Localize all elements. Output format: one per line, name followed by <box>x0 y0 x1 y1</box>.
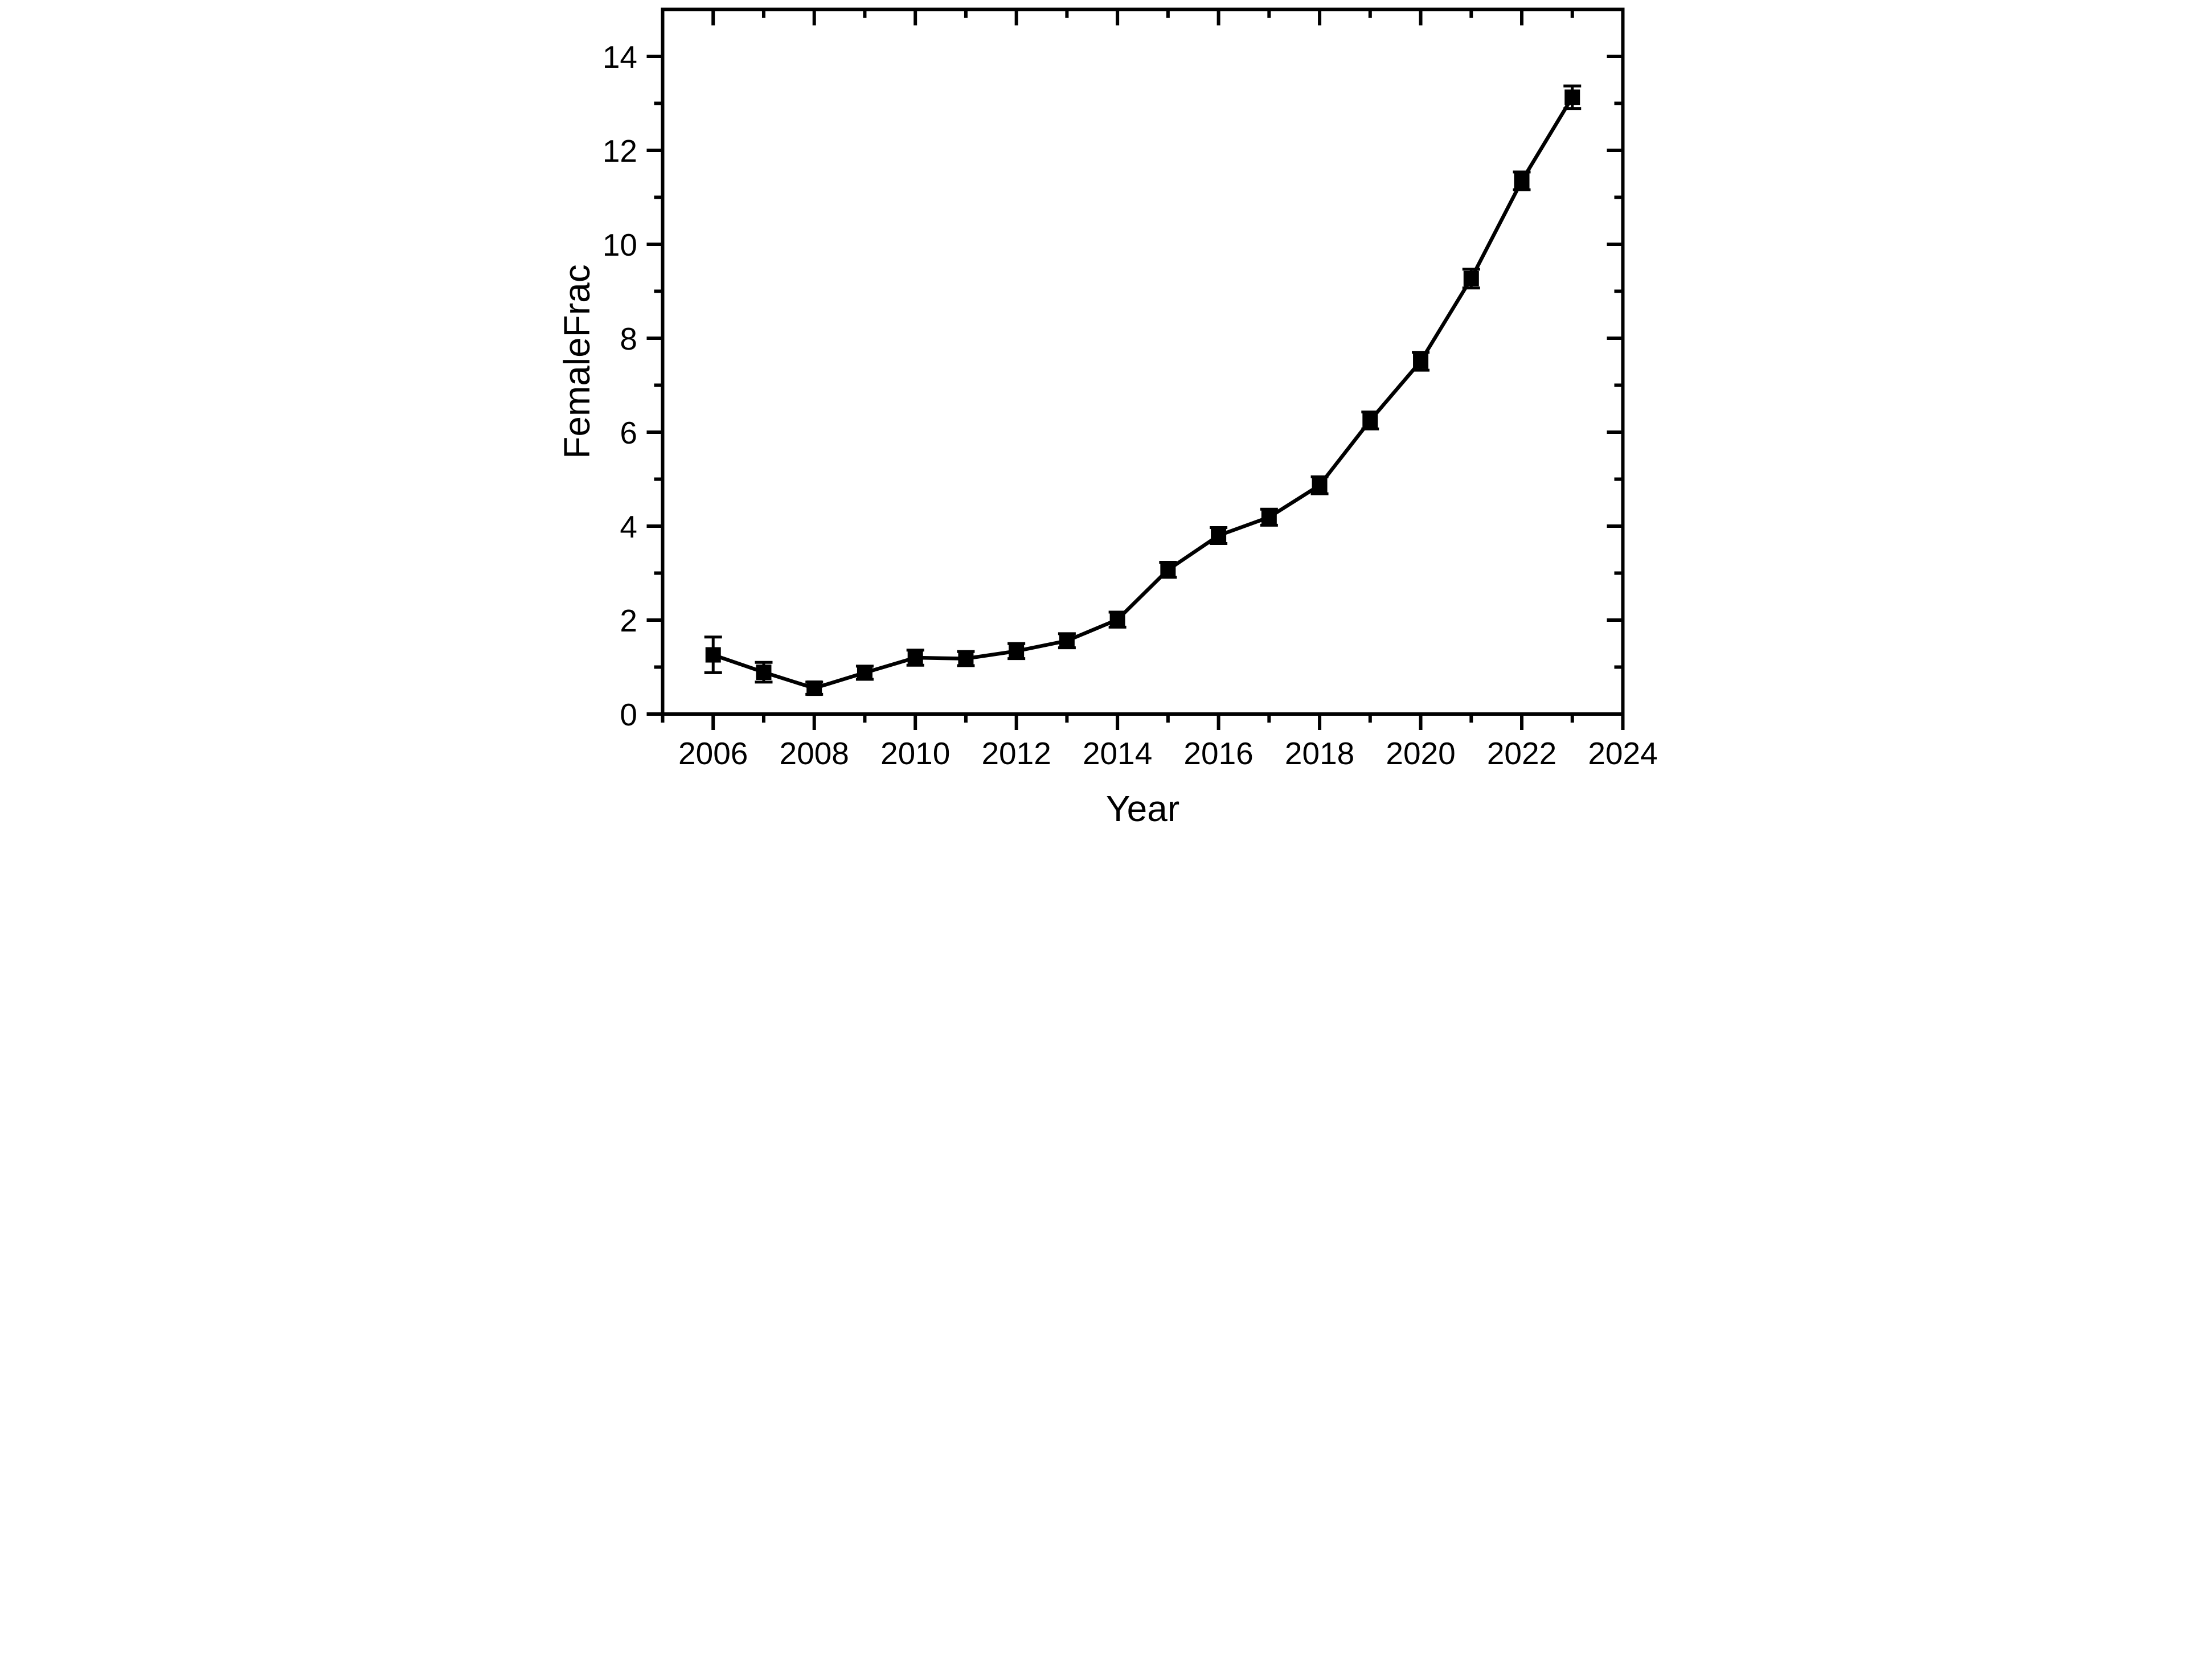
x-tick-label: 2006 <box>678 736 748 771</box>
data-point-marker <box>1160 562 1176 578</box>
series-line <box>712 96 1574 691</box>
y-tick-label: 10 <box>603 227 637 263</box>
x-tick-label: 2014 <box>1083 736 1152 771</box>
y-tick-label: 6 <box>620 415 637 450</box>
data-point-marker <box>958 651 974 667</box>
x-tick-label: 2018 <box>1285 736 1354 771</box>
x-axis-title: Year <box>1106 788 1179 828</box>
data-point-marker <box>1109 612 1125 627</box>
x-tick-label: 2008 <box>780 736 849 771</box>
data-point-marker <box>1362 412 1378 428</box>
y-tick-label: 14 <box>603 39 637 75</box>
x-tick-label: 2024 <box>1588 736 1657 771</box>
axis-tick-labels: 2006 2008 2010 2012 2014 2016 2018 2020 2022 2024… <box>603 39 1658 771</box>
y-tick-label: 0 <box>620 697 637 732</box>
error-bars <box>704 84 1582 696</box>
data-point-marker <box>857 665 872 680</box>
y-axis-title: FemaleFrac <box>556 264 597 458</box>
data-point-marker <box>756 665 772 680</box>
data-point-marker <box>1312 477 1328 493</box>
y-tick-label: 4 <box>620 509 637 544</box>
data-point-marker <box>705 647 721 663</box>
data-point-marker <box>1009 643 1025 659</box>
x-tick-label: 2020 <box>1386 736 1455 771</box>
x-tick-label: 2016 <box>1183 736 1253 771</box>
data-point-marker <box>1059 633 1075 649</box>
data-line <box>712 96 1574 691</box>
data-point-marker <box>1463 270 1479 286</box>
data-point-marker <box>1564 89 1580 105</box>
y-tick-label: 2 <box>620 603 637 638</box>
x-tick-label: 2022 <box>1487 736 1556 771</box>
x-tick-label: 2010 <box>880 736 950 771</box>
data-point-marker <box>1514 173 1530 189</box>
data-points <box>705 89 1580 696</box>
data-point-marker <box>1211 528 1227 543</box>
line-chart: 2006 2008 2010 2012 2014 2016 2018 2020 2022 2024… <box>553 0 1659 828</box>
data-point-marker <box>1413 353 1429 369</box>
y-tick-label: 12 <box>603 133 637 169</box>
data-point-marker <box>1261 509 1277 525</box>
data-point-marker <box>907 650 923 666</box>
axis-ticks <box>646 9 1625 730</box>
chart-figure: 2006 2008 2010 2012 2014 2016 2018 2020 2022 2024… <box>553 0 1659 828</box>
data-point-marker <box>806 680 822 696</box>
plot-frame-box <box>661 7 1625 716</box>
y-tick-label: 8 <box>620 321 637 356</box>
x-tick-label: 2012 <box>981 736 1051 771</box>
plot-frame <box>661 7 1625 716</box>
